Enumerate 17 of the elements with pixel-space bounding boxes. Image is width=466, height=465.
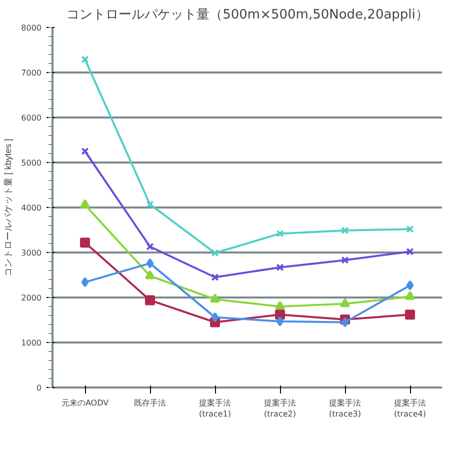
- y-tick-label: 8000: [21, 24, 42, 32]
- y-tick-label: 5000: [21, 158, 42, 168]
- chart-title: コントロールパケット量（500m×500m,50Node,20appli）: [66, 8, 428, 22]
- x-tick-label: 既存手法: [134, 398, 166, 408]
- y-tick-label: 1000: [21, 338, 42, 348]
- y-tick-label: 6000: [21, 114, 42, 122]
- x-tick-label: 提案手法 (trace3): [329, 398, 361, 418]
- x-tick-label: 提案手法 (trace1): [199, 398, 231, 418]
- y-tick-label: 7000: [21, 68, 42, 78]
- y-axis-title: コントロールパケット量 [ kbytes ]: [3, 138, 14, 276]
- x-tick-label: 提案手法 (trace2): [264, 398, 296, 418]
- y-tick-label: 4000: [21, 204, 42, 212]
- x-tick-label: 提案手法 (trace4): [394, 398, 426, 418]
- x-tick-label: 元来のAODV: [61, 398, 110, 408]
- y-tick-label: 0: [36, 384, 42, 392]
- y-tick-label: 3000: [21, 248, 42, 258]
- y-tick-label: 2000: [21, 294, 42, 302]
